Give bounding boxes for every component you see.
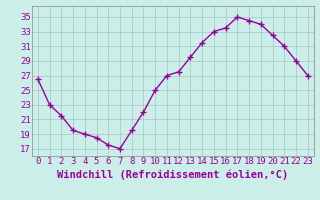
X-axis label: Windchill (Refroidissement éolien,°C): Windchill (Refroidissement éolien,°C) — [57, 169, 288, 180]
